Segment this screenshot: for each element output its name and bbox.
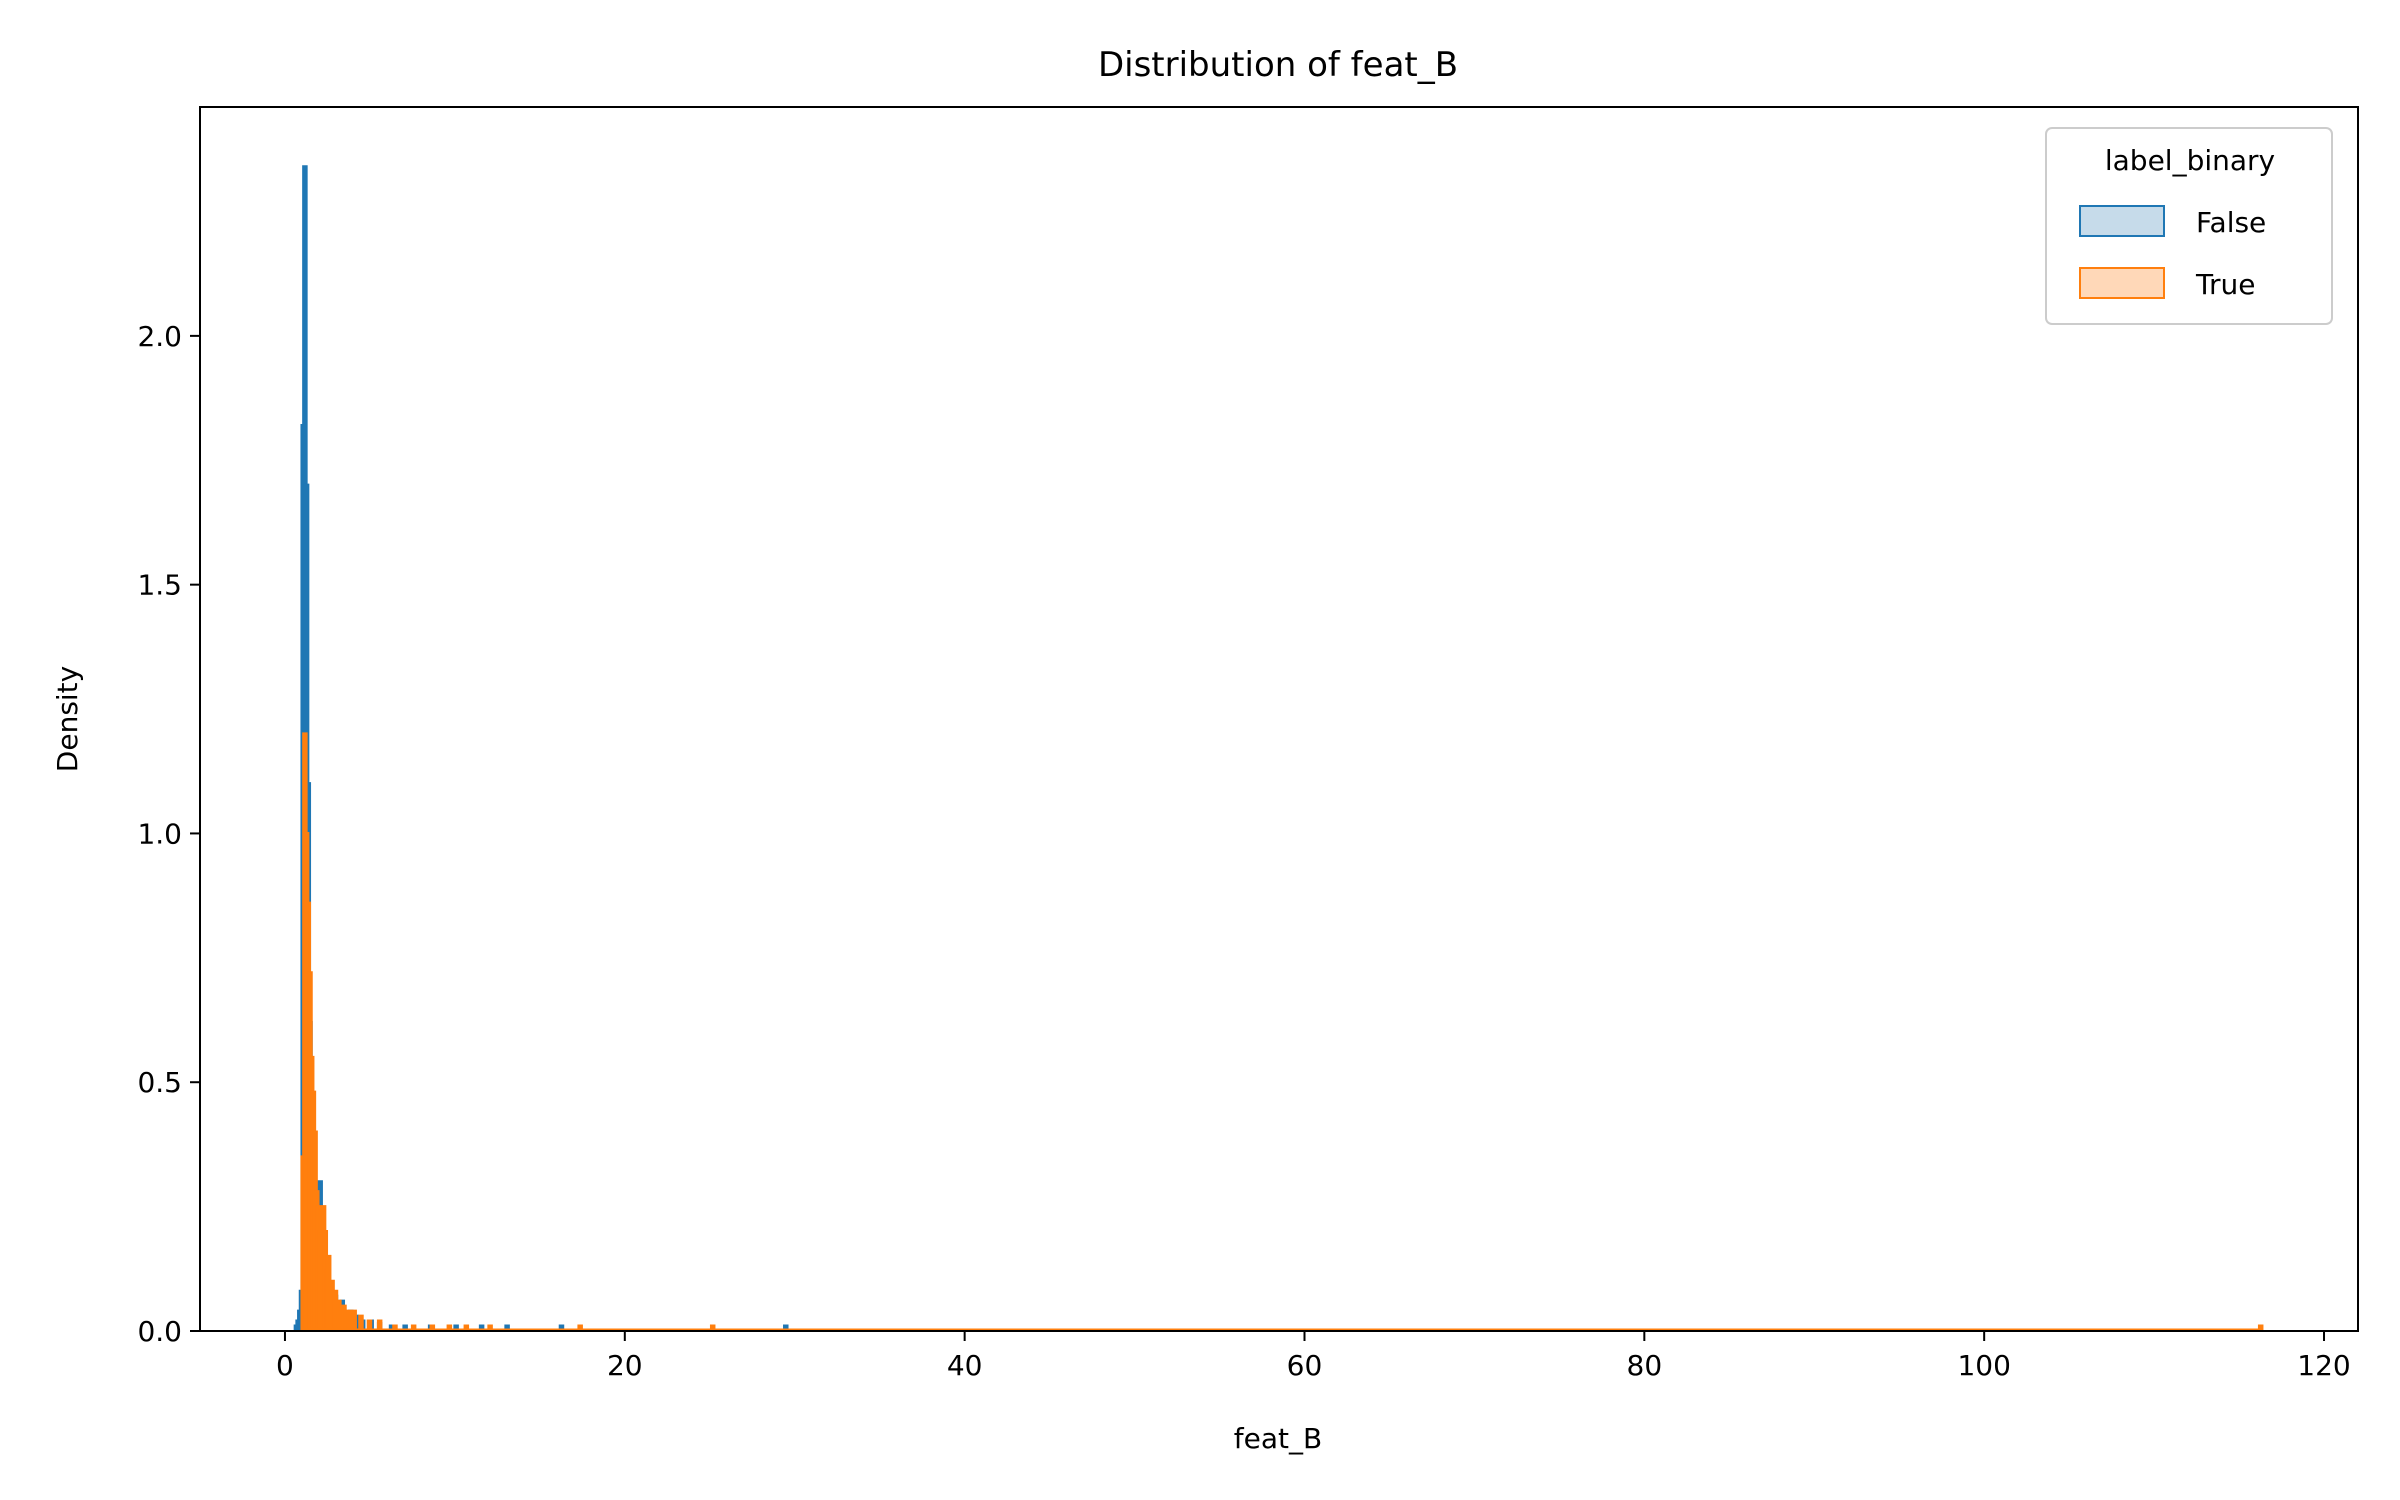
series-false [293, 165, 789, 1332]
x-tick-label: 0 [276, 1349, 294, 1382]
bar-outline-true [346, 1309, 352, 1331]
y-tick-label: 0.0 [137, 1315, 182, 1348]
legend-swatch-true [2079, 267, 2165, 299]
bar-outline-true [336, 1299, 342, 1331]
y-axis-label: Density [51, 666, 84, 772]
bar-outline-true [358, 1314, 364, 1331]
plot-area [199, 106, 2359, 1332]
legend-swatch-false [2079, 205, 2165, 237]
series-true [300, 732, 2264, 1332]
legend-label-true: True [2195, 268, 2255, 301]
y-axis-ticks: 0.0 0.5 1.0 1.5 2.0 [137, 320, 200, 1348]
legend: label_binary False True [2045, 127, 2333, 325]
x-axis-label: feat_B [1234, 1422, 1322, 1455]
y-tick-label: 1.0 [137, 817, 182, 850]
x-tick-label: 40 [947, 1349, 983, 1382]
x-tick-label: 80 [1627, 1349, 1663, 1382]
x-tick-label: 120 [2297, 1349, 2350, 1382]
y-tick-label: 1.5 [137, 569, 182, 602]
chart-title: Distribution of feat_B [1098, 45, 1458, 85]
x-tick-label: 60 [1287, 1349, 1323, 1382]
x-tick-label: 100 [1957, 1349, 2010, 1382]
legend-label-false: False [2196, 206, 2266, 239]
y-tick-label: 0.5 [137, 1066, 182, 1099]
bar-outline-true [366, 1319, 373, 1331]
legend-title: label_binary [2105, 144, 2275, 177]
bar-outline-true [2257, 1324, 2264, 1331]
x-tick-label: 20 [607, 1349, 643, 1382]
bar-outline-true [351, 1309, 357, 1331]
x-axis-ticks: 0 20 40 60 80 100 120 [276, 1331, 2351, 1382]
y-tick-label: 2.0 [137, 320, 182, 353]
bar-outline-true [341, 1304, 347, 1331]
bar-outline-true [376, 1319, 383, 1331]
plot-frame [199, 106, 2359, 1332]
